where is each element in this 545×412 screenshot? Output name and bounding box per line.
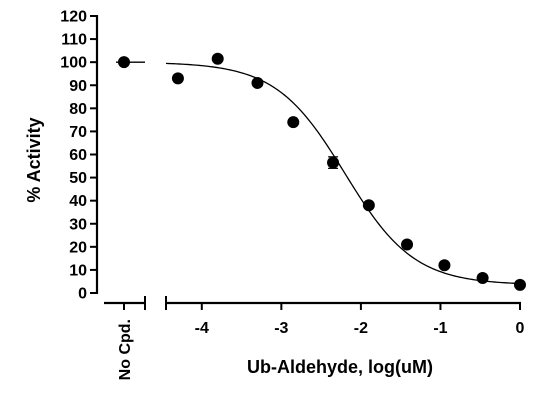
- x-axis-main-segment: -4 -3 -2 -1 0: [165, 296, 525, 337]
- x-tick-label: -3: [274, 320, 288, 337]
- x-tick-label: -2: [354, 320, 368, 337]
- fit-curve: [165, 62, 521, 285]
- x-tick-label-control: No Cpd.: [117, 319, 134, 380]
- data-point-control: [118, 56, 130, 69]
- y-tick-label: 30: [69, 216, 87, 233]
- data-points-layer: [118, 52, 526, 291]
- data-point: [211, 52, 224, 65]
- y-tick-label: 40: [69, 193, 87, 210]
- fit-curve-layer: [116, 61, 521, 285]
- y-tick-label: 70: [69, 124, 87, 141]
- y-axis: 0 10 20 30 40 50 60 70 80 90 100 110 120: [60, 9, 99, 303]
- y-tick-label: 0: [78, 286, 87, 303]
- y-tick-label: 120: [60, 9, 87, 26]
- y-tick-label: 50: [69, 170, 87, 187]
- data-point: [438, 259, 451, 272]
- x-tick-label: 0: [516, 320, 525, 337]
- x-axis-title: Ub-Aldehyde, log(uM): [247, 357, 433, 377]
- y-axis-title: % Activity: [24, 117, 44, 202]
- data-point: [171, 72, 184, 85]
- x-tick-label: -4: [195, 320, 209, 337]
- y-tick-label: 60: [69, 147, 87, 164]
- data-point: [476, 271, 489, 284]
- data-point: [327, 156, 340, 169]
- data-point: [287, 116, 300, 129]
- y-tick-label: 110: [61, 32, 87, 49]
- y-tick-label: 100: [60, 55, 87, 72]
- data-point: [362, 199, 375, 212]
- data-point: [401, 238, 414, 251]
- x-tick-label: -1: [433, 320, 447, 337]
- x-axis-control-segment: No Cpd.: [104, 296, 146, 380]
- data-point: [251, 76, 264, 89]
- y-tick-label: 10: [69, 262, 87, 279]
- data-point: [514, 278, 526, 291]
- y-tick-label: 90: [69, 78, 87, 95]
- y-tick-label: 20: [69, 239, 87, 256]
- y-tick-label: 80: [69, 101, 87, 118]
